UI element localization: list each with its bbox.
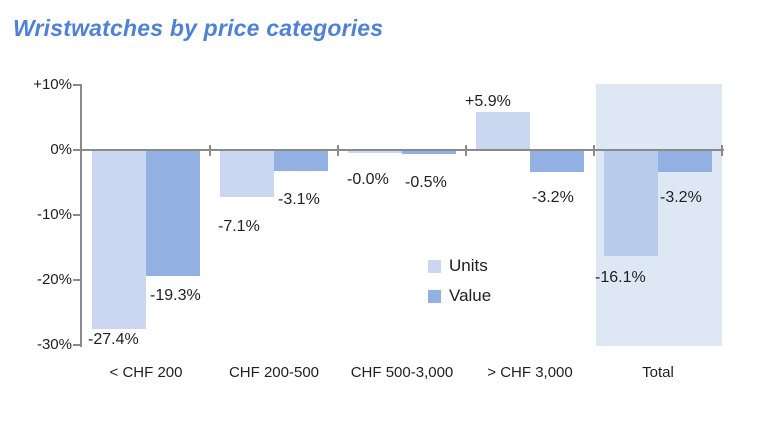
bar-units-chf-500-3-000: [348, 151, 402, 153]
data-label-units-total: -16.1%: [595, 269, 646, 286]
category-label-chf-500-3-000: CHF 500-3,000: [350, 364, 454, 381]
y-axis-tick: [73, 84, 82, 86]
category-label-chf-3-000: > CHF 3,000: [487, 364, 573, 381]
chart-title: Wristwatches by price categories: [13, 15, 384, 41]
y-axis-label: +10%: [33, 76, 72, 93]
legend-label-units: Units: [449, 256, 488, 275]
y-axis-tick: [73, 344, 82, 346]
y-axis-label: 0%: [50, 141, 72, 158]
data-label-value-chf-500-3-000: -0.5%: [405, 174, 447, 191]
bar-value-chf-3-000: [530, 151, 584, 172]
bar-value-chf-200: [146, 151, 200, 277]
x-axis-tick: [465, 145, 467, 156]
x-axis-tick: [721, 145, 723, 156]
category-label-chf-200-500: CHF 200-500: [228, 364, 320, 381]
y-axis-tick: [73, 279, 82, 281]
legend-item-value: Value: [428, 285, 491, 307]
data-label-value-chf-200-500: -3.1%: [278, 191, 320, 208]
legend-item-units: Units: [428, 255, 491, 277]
data-label-units-chf-200-500: -7.1%: [218, 218, 260, 235]
data-label-value-chf-3-000: -3.2%: [532, 189, 574, 206]
bar-value-total: [658, 151, 712, 172]
category-label-chf-200: < CHF 200: [109, 364, 183, 381]
x-axis-tick: [209, 145, 211, 156]
y-axis-tick: [73, 214, 82, 216]
bar-units-chf-3-000: [476, 111, 530, 150]
category-label-total: Total: [642, 364, 674, 381]
bar-units-chf-200-500: [220, 151, 274, 198]
bar-value-chf-200-500: [274, 151, 328, 172]
y-axis-label: -30%: [36, 336, 72, 353]
data-label-value-total: -3.2%: [660, 189, 702, 206]
x-axis-zero-line: [80, 149, 724, 151]
legend-swatch-units: [428, 259, 441, 273]
data-label-units-chf-200: -27.4%: [88, 331, 139, 348]
data-label-units-chf-3-000: +5.9%: [465, 93, 511, 110]
bar-value-chf-500-3-000: [402, 151, 456, 155]
data-label-value-chf-200: -19.3%: [150, 287, 201, 304]
x-axis-tick: [337, 145, 339, 156]
y-axis-tick: [73, 149, 82, 151]
legend: Units Value: [428, 255, 491, 315]
legend-swatch-value: [428, 289, 441, 303]
y-axis-label: -20%: [36, 271, 72, 288]
bar-units-total: [604, 151, 658, 256]
y-axis-label: -10%: [36, 206, 72, 223]
legend-label-value: Value: [449, 286, 492, 305]
bar-units-chf-200: [92, 151, 146, 330]
data-label-units-chf-500-3-000: -0.0%: [347, 171, 389, 188]
x-axis-tick: [593, 145, 595, 156]
